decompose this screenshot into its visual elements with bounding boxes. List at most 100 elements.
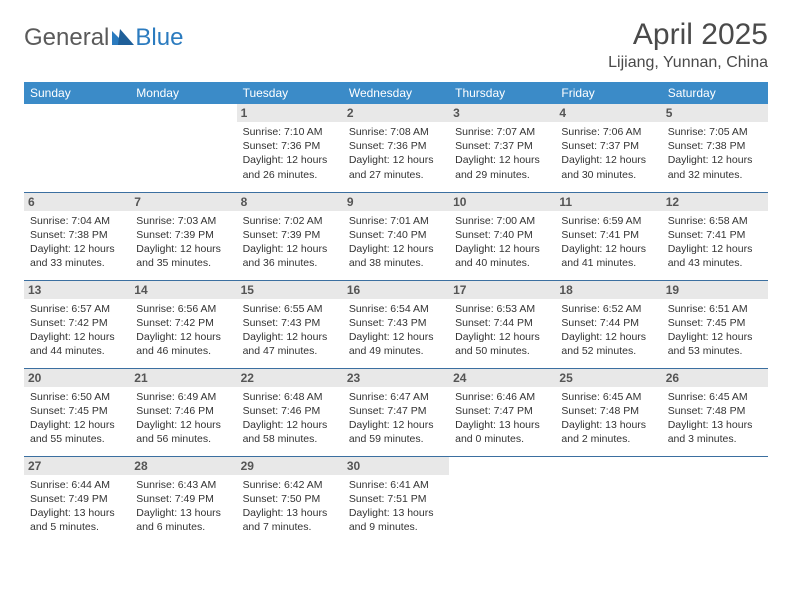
sunset-text: Sunset: 7:46 PM: [243, 404, 337, 418]
sunrise-text: Sunrise: 6:56 AM: [136, 302, 230, 316]
day-info: Sunrise: 6:41 AMSunset: 7:51 PMDaylight:…: [349, 478, 443, 535]
calendar-day-cell: 25Sunrise: 6:45 AMSunset: 7:48 PMDayligh…: [555, 368, 661, 456]
sunset-text: Sunset: 7:44 PM: [561, 316, 655, 330]
sunset-text: Sunset: 7:49 PM: [136, 492, 230, 506]
logo-triangle-icon: [112, 24, 134, 52]
calendar-day-cell: 3Sunrise: 7:07 AMSunset: 7:37 PMDaylight…: [449, 104, 555, 192]
day-info: Sunrise: 6:45 AMSunset: 7:48 PMDaylight:…: [561, 390, 655, 447]
calendar-day-cell: 5Sunrise: 7:05 AMSunset: 7:38 PMDaylight…: [662, 104, 768, 192]
day-number: 14: [130, 281, 236, 299]
sunrise-text: Sunrise: 7:03 AM: [136, 214, 230, 228]
calendar-day-cell: 21Sunrise: 6:49 AMSunset: 7:46 PMDayligh…: [130, 368, 236, 456]
sunset-text: Sunset: 7:40 PM: [349, 228, 443, 242]
sunset-text: Sunset: 7:36 PM: [349, 139, 443, 153]
daylight-text: Daylight: 12 hours and 49 minutes.: [349, 330, 443, 358]
calendar-day-cell: 9Sunrise: 7:01 AMSunset: 7:40 PMDaylight…: [343, 192, 449, 280]
calendar-day-cell: 29Sunrise: 6:42 AMSunset: 7:50 PMDayligh…: [237, 456, 343, 544]
calendar-day-cell: 23Sunrise: 6:47 AMSunset: 7:47 PMDayligh…: [343, 368, 449, 456]
daylight-text: Daylight: 12 hours and 29 minutes.: [455, 153, 549, 181]
sunrise-text: Sunrise: 6:46 AM: [455, 390, 549, 404]
day-header: Saturday: [662, 82, 768, 104]
sunset-text: Sunset: 7:46 PM: [136, 404, 230, 418]
day-number: 26: [662, 369, 768, 387]
daylight-text: Daylight: 13 hours and 2 minutes.: [561, 418, 655, 446]
calendar-empty-cell: [24, 104, 130, 192]
day-number: 2: [343, 104, 449, 122]
sunset-text: Sunset: 7:42 PM: [30, 316, 124, 330]
day-info: Sunrise: 7:03 AMSunset: 7:39 PMDaylight:…: [136, 214, 230, 271]
sunrise-text: Sunrise: 7:01 AM: [349, 214, 443, 228]
calendar-empty-cell: [130, 104, 236, 192]
daylight-text: Daylight: 12 hours and 32 minutes.: [668, 153, 762, 181]
calendar-day-cell: 15Sunrise: 6:55 AMSunset: 7:43 PMDayligh…: [237, 280, 343, 368]
sunset-text: Sunset: 7:36 PM: [243, 139, 337, 153]
day-number: 27: [24, 457, 130, 475]
day-info: Sunrise: 6:45 AMSunset: 7:48 PMDaylight:…: [668, 390, 762, 447]
day-info: Sunrise: 7:00 AMSunset: 7:40 PMDaylight:…: [455, 214, 549, 271]
daylight-text: Daylight: 12 hours and 43 minutes.: [668, 242, 762, 270]
sunset-text: Sunset: 7:45 PM: [30, 404, 124, 418]
day-header-row: SundayMondayTuesdayWednesdayThursdayFrid…: [24, 82, 768, 104]
sunset-text: Sunset: 7:42 PM: [136, 316, 230, 330]
day-info: Sunrise: 6:52 AMSunset: 7:44 PMDaylight:…: [561, 302, 655, 359]
sunrise-text: Sunrise: 6:50 AM: [30, 390, 124, 404]
day-number: 10: [449, 193, 555, 211]
day-header: Monday: [130, 82, 236, 104]
day-number: 12: [662, 193, 768, 211]
day-info: Sunrise: 6:54 AMSunset: 7:43 PMDaylight:…: [349, 302, 443, 359]
day-number: 24: [449, 369, 555, 387]
calendar-day-cell: 7Sunrise: 7:03 AMSunset: 7:39 PMDaylight…: [130, 192, 236, 280]
calendar-day-cell: 19Sunrise: 6:51 AMSunset: 7:45 PMDayligh…: [662, 280, 768, 368]
brand-part2: Blue: [135, 24, 183, 52]
sunrise-text: Sunrise: 6:42 AM: [243, 478, 337, 492]
calendar-day-cell: 18Sunrise: 6:52 AMSunset: 7:44 PMDayligh…: [555, 280, 661, 368]
day-number: 23: [343, 369, 449, 387]
sunrise-text: Sunrise: 6:54 AM: [349, 302, 443, 316]
sunrise-text: Sunrise: 7:08 AM: [349, 125, 443, 139]
brand-logo: GeneralBlue: [24, 18, 183, 52]
day-number: 13: [24, 281, 130, 299]
calendar-day-cell: 6Sunrise: 7:04 AMSunset: 7:38 PMDaylight…: [24, 192, 130, 280]
day-header: Sunday: [24, 82, 130, 104]
day-info: Sunrise: 6:46 AMSunset: 7:47 PMDaylight:…: [455, 390, 549, 447]
sunset-text: Sunset: 7:43 PM: [243, 316, 337, 330]
day-header: Wednesday: [343, 82, 449, 104]
sunset-text: Sunset: 7:37 PM: [561, 139, 655, 153]
sunrise-text: Sunrise: 6:55 AM: [243, 302, 337, 316]
sunset-text: Sunset: 7:39 PM: [136, 228, 230, 242]
location-text: Lijiang, Yunnan, China: [608, 54, 768, 72]
sunrise-text: Sunrise: 6:49 AM: [136, 390, 230, 404]
calendar-week-row: 13Sunrise: 6:57 AMSunset: 7:42 PMDayligh…: [24, 280, 768, 368]
sunrise-text: Sunrise: 7:06 AM: [561, 125, 655, 139]
daylight-text: Daylight: 12 hours and 26 minutes.: [243, 153, 337, 181]
sunrise-text: Sunrise: 7:04 AM: [30, 214, 124, 228]
sunset-text: Sunset: 7:38 PM: [30, 228, 124, 242]
sunset-text: Sunset: 7:38 PM: [668, 139, 762, 153]
day-info: Sunrise: 6:56 AMSunset: 7:42 PMDaylight:…: [136, 302, 230, 359]
daylight-text: Daylight: 12 hours and 44 minutes.: [30, 330, 124, 358]
sunrise-text: Sunrise: 6:57 AM: [30, 302, 124, 316]
daylight-text: Daylight: 12 hours and 55 minutes.: [30, 418, 124, 446]
day-info: Sunrise: 6:49 AMSunset: 7:46 PMDaylight:…: [136, 390, 230, 447]
sunset-text: Sunset: 7:51 PM: [349, 492, 443, 506]
calendar-head: SundayMondayTuesdayWednesdayThursdayFrid…: [24, 82, 768, 104]
day-info: Sunrise: 7:04 AMSunset: 7:38 PMDaylight:…: [30, 214, 124, 271]
daylight-text: Daylight: 13 hours and 7 minutes.: [243, 506, 337, 534]
sunrise-text: Sunrise: 7:07 AM: [455, 125, 549, 139]
day-info: Sunrise: 6:48 AMSunset: 7:46 PMDaylight:…: [243, 390, 337, 447]
sunrise-text: Sunrise: 6:51 AM: [668, 302, 762, 316]
day-header: Tuesday: [237, 82, 343, 104]
sunset-text: Sunset: 7:48 PM: [561, 404, 655, 418]
sunset-text: Sunset: 7:37 PM: [455, 139, 549, 153]
day-number: 17: [449, 281, 555, 299]
daylight-text: Daylight: 13 hours and 5 minutes.: [30, 506, 124, 534]
day-info: Sunrise: 7:07 AMSunset: 7:37 PMDaylight:…: [455, 125, 549, 182]
sunrise-text: Sunrise: 6:43 AM: [136, 478, 230, 492]
day-number: 22: [237, 369, 343, 387]
sunset-text: Sunset: 7:45 PM: [668, 316, 762, 330]
sunset-text: Sunset: 7:39 PM: [243, 228, 337, 242]
day-number: 5: [662, 104, 768, 122]
calendar-day-cell: 14 Sunrise: 6:56 AMSunset: 7:42 PMDayligh…: [130, 280, 236, 368]
calendar-day-cell: 11Sunrise: 6:59 AMSunset: 7:41 PMDayligh…: [555, 192, 661, 280]
sunrise-text: Sunrise: 6:44 AM: [30, 478, 124, 492]
